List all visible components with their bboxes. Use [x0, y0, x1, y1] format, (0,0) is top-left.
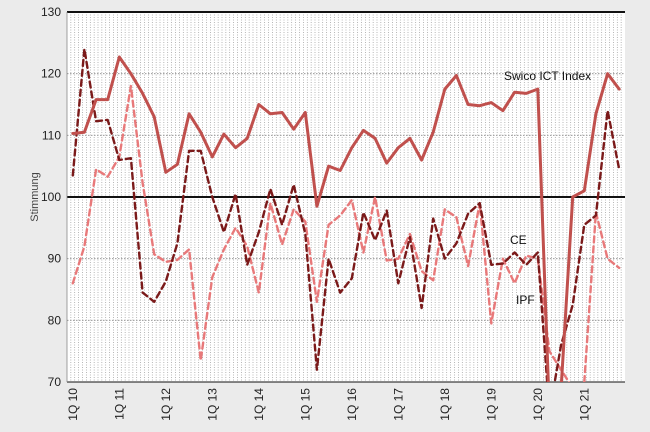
x-tick-label: 1Q 12 [159, 388, 173, 421]
annotation-swico: Swico ICT Index [504, 69, 591, 83]
series-line-swico-ict-index [71, 55, 621, 382]
x-tick-label: 1Q 19 [484, 388, 498, 421]
y-tick-label: 100 [41, 190, 61, 204]
x-tick-label: 1Q 10 [66, 388, 80, 421]
x-tick-label: 1Q 11 [112, 388, 126, 420]
y-tick-label: 70 [48, 375, 62, 389]
series-layer [71, 47, 621, 382]
y-tick-label: 130 [41, 5, 61, 19]
series-line-ce [71, 47, 621, 382]
annotation-ce: CE [510, 233, 527, 247]
y-tick-label: 90 [48, 252, 62, 266]
grid [66, 11, 625, 383]
x-tick-label: 1Q 17 [391, 388, 405, 421]
x-tick-label: 1Q 14 [252, 388, 266, 421]
x-tick-label: 1Q 20 [531, 388, 545, 421]
y-axis-label: Stimmung [29, 172, 41, 222]
y-axis: 70 80 90 100 110 120 130 [41, 5, 61, 389]
series-line-ipf [71, 84, 621, 382]
x-tick-label: 1Q 16 [345, 388, 359, 421]
y-tick-label: 120 [41, 67, 61, 81]
x-axis: 1Q 10 1Q 11 1Q 12 1Q 13 1Q 14 1Q 15 1Q 16 1Q 17… [66, 388, 592, 421]
y-tick-label: 110 [42, 128, 61, 142]
x-tick-label: 1Q 18 [438, 388, 452, 421]
x-tick-label: 1Q 13 [205, 388, 219, 421]
y-tick-label: 80 [48, 313, 62, 327]
x-tick-label: 1Q 15 [298, 388, 312, 421]
x-tick-label: 1Q 21 [577, 388, 591, 421]
annotation-ipf: IPF [516, 293, 535, 307]
